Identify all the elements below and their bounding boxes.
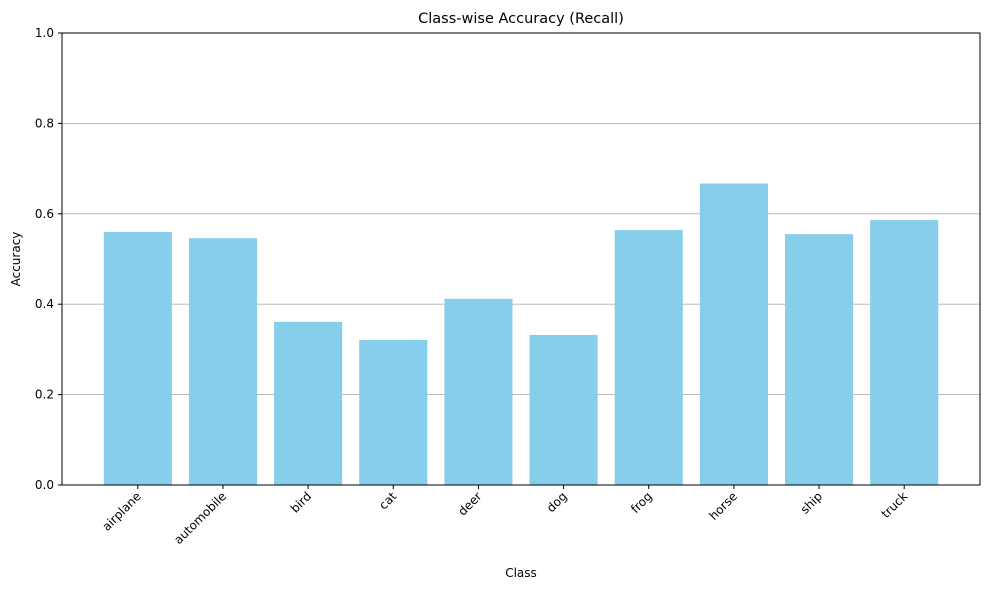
y-tick-label: 0.0 <box>35 478 54 492</box>
plot-frame <box>61 32 981 486</box>
bar-deer <box>444 298 513 485</box>
x-axis-label: Class <box>505 566 537 580</box>
x-tick-label: cat <box>376 489 399 512</box>
bar-airplane <box>103 231 172 485</box>
bar-frog <box>614 230 683 485</box>
x-tick-label: bird <box>288 489 314 515</box>
y-axis-label: Accuracy <box>9 232 23 287</box>
bar-dog <box>529 334 598 485</box>
x-tick-label: dog <box>544 489 570 515</box>
y-axis-ticks: 0.0 0.2 0.4 0.6 0.8 1.0 <box>35 26 62 492</box>
x-tick-label: frog <box>628 489 655 516</box>
y-tick-label: 1.0 <box>35 26 54 40</box>
bar-cat <box>359 339 428 485</box>
bar-ship <box>784 234 854 485</box>
x-tick-label: horse <box>706 489 740 523</box>
bar-horse <box>699 183 768 486</box>
y-tick-label: 0.4 <box>35 297 54 311</box>
chart-title: Class-wise Accuracy (Recall) <box>418 11 624 27</box>
bar-automobile <box>188 238 258 485</box>
x-tick-label: ship <box>798 489 825 516</box>
x-tick-label: deer <box>455 489 484 518</box>
x-tick-label: truck <box>879 489 911 521</box>
bar-truck <box>870 220 939 486</box>
x-axis-ticks: airplane automobile bird cat deer dog frog hors… <box>99 485 910 547</box>
y-tick-label: 0.2 <box>35 388 54 402</box>
bar-bird <box>274 321 343 485</box>
bars <box>103 183 939 486</box>
x-tick-label: airplane <box>99 489 143 533</box>
y-tick-label: 0.6 <box>35 207 54 221</box>
y-tick-label: 0.8 <box>35 116 54 130</box>
x-tick-label: automobile <box>171 489 229 547</box>
